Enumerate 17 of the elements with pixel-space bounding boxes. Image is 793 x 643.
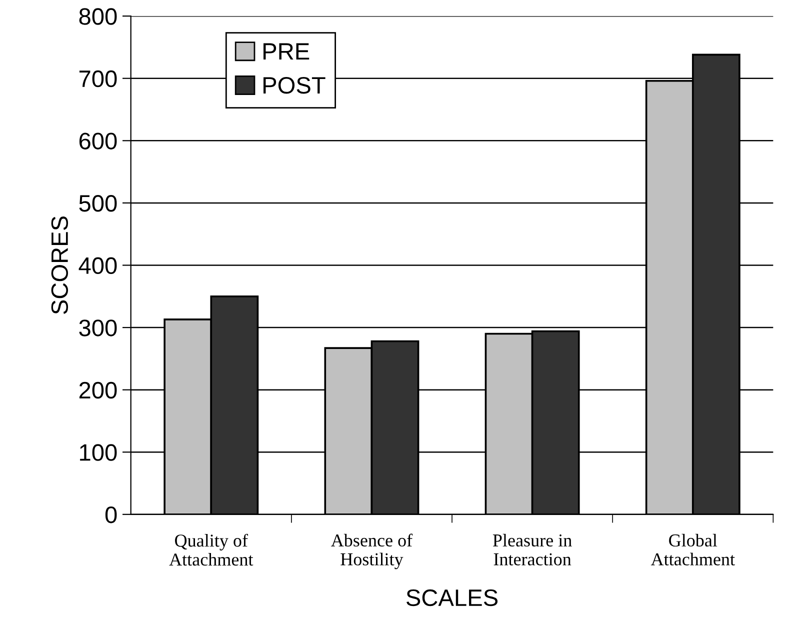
x-tick-label: Pleasure in Interaction [492,534,572,566]
x-axis-title: SCALES [406,589,498,606]
y-tick-label: 0 [105,506,117,524]
y-tick-label: 400 [78,257,117,274]
y-tick-label: 500 [79,195,117,212]
y-tick-label: 100 [80,444,117,461]
y-tick-label: 300 [79,320,117,336]
x-tick-label: Global Attachment [650,534,735,566]
x-tick-label: Absence of Hostility [331,534,413,570]
legend-label: POST [264,77,326,94]
y-tick-label: 800 [79,8,117,25]
y-tick-label: 700 [79,70,117,88]
x-tick-label: Quality of Attachment [169,534,254,566]
y-axis-title: SCORES [51,216,68,314]
y-tick-label: 200 [79,382,117,399]
legend-label: PRE [264,43,310,60]
y-tick-label: 600 [79,132,117,150]
